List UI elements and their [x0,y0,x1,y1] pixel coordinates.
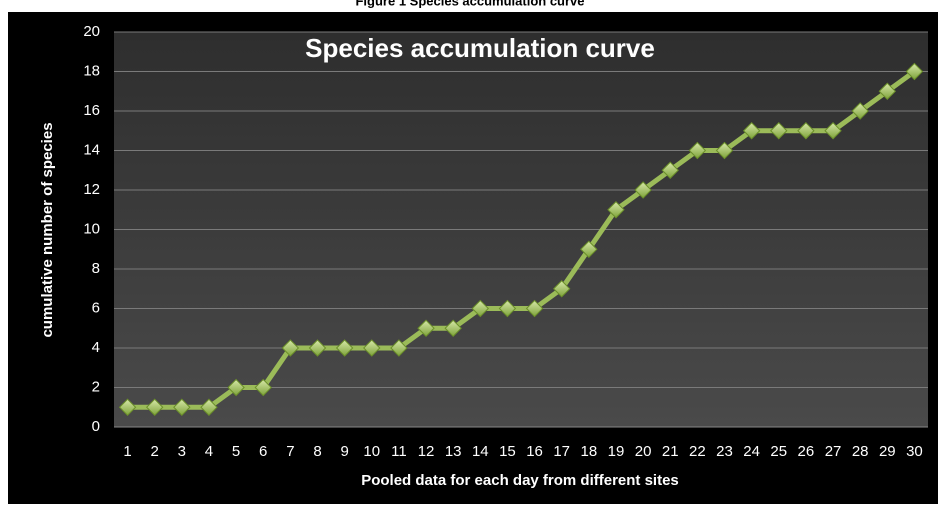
x-tick-label: 4 [205,443,213,460]
y-tick-label: 14 [83,141,100,158]
x-tick-label: 16 [526,443,543,460]
x-tick-label: 20 [635,443,652,460]
x-tick-label: 30 [906,443,923,460]
y-tick-label: 20 [83,23,100,40]
x-axis-label: Pooled data for each day from different … [361,472,679,489]
x-tick-label: 7 [286,443,294,460]
x-tick-label: 24 [743,443,760,460]
marker [525,299,544,318]
marker [742,122,761,140]
y-tick-label: 10 [83,220,100,237]
x-tick-label: 28 [852,443,869,460]
x-tick-label: 15 [499,443,516,460]
y-tick-label: 2 [92,378,100,395]
marker [905,62,924,81]
marker [552,280,571,298]
x-tick-label: 6 [259,443,267,460]
x-tick-label: 12 [418,443,435,460]
marker [444,319,462,337]
marker [607,201,625,219]
x-tick-label: 22 [689,443,706,460]
marker [227,378,245,397]
x-tick-label: 23 [716,443,733,460]
marker [118,398,137,416]
marker [824,122,842,140]
y-tick-label: 12 [83,181,100,198]
x-tick-label: 26 [798,443,815,460]
x-tick-label: 29 [879,443,896,460]
marker [173,398,191,416]
x-tick-label: 10 [363,443,380,460]
marker [715,141,734,160]
marker [254,378,272,397]
marker [335,339,354,357]
y-tick-label: 4 [92,339,100,356]
x-tick-label: 2 [151,443,159,460]
y-axis-label: cumulative number of species [39,122,56,337]
marker [878,82,897,100]
x-tick-label: 21 [662,443,679,460]
chart-title: Species accumulation curve [305,33,655,63]
marker [308,339,327,357]
y-tick-label: 6 [92,299,100,316]
marker [797,122,815,140]
marker [145,398,164,416]
marker [498,299,517,318]
marker [363,339,381,357]
marker [770,122,788,140]
y-tick-label: 18 [83,62,100,79]
marker [200,398,218,416]
x-tick-label: 27 [825,443,842,460]
x-tick-label: 5 [232,443,240,460]
marker [580,240,598,258]
marker [851,102,869,120]
x-tick-label: 3 [178,443,186,460]
marker [390,339,408,357]
marker [417,319,435,337]
x-tick-label: 17 [553,443,570,460]
x-tick-label: 9 [340,443,348,460]
x-tick-label: 18 [580,443,597,460]
x-tick-label: 25 [770,443,787,460]
x-tick-label: 11 [391,443,407,460]
x-tick-label: 14 [472,443,489,460]
y-tick-label: 8 [92,260,100,277]
marker [281,339,300,357]
caption: Figure 1 Species accumulation curve [355,0,584,8]
x-tick-label: 8 [313,443,321,460]
x-tick-label: 13 [445,443,462,460]
marker [661,161,679,179]
x-tick-label: 19 [608,443,625,460]
marker [471,299,490,318]
x-tick-label: 1 [123,443,131,460]
marker [634,181,652,199]
marker [688,141,707,160]
y-tick-label: 0 [92,418,100,435]
y-tick-label: 16 [83,102,100,119]
